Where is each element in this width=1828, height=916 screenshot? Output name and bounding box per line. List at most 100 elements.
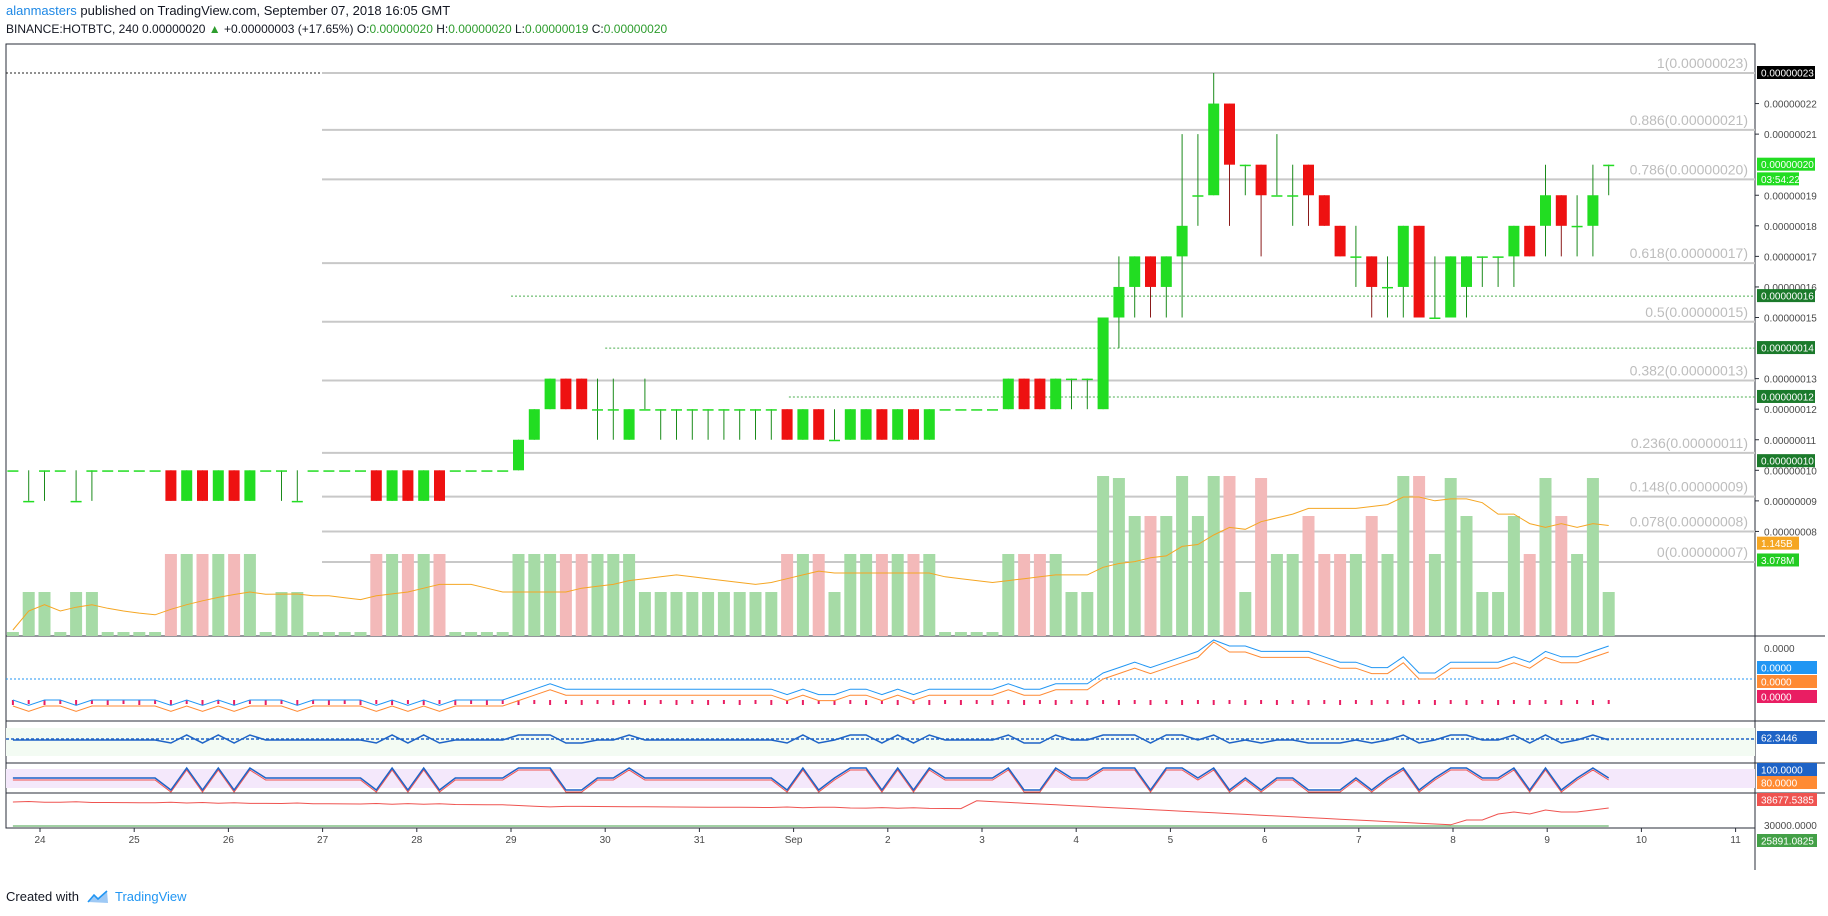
candle-body <box>1492 256 1504 258</box>
time-tick-label: 27 <box>317 835 329 846</box>
indicator-tag-bg <box>1757 690 1817 703</box>
macd-histogram-bar <box>975 700 978 704</box>
candle-body <box>1113 286 1125 318</box>
macd-histogram-bar <box>1591 700 1594 705</box>
tradingview-brand[interactable]: TradingView <box>87 889 187 904</box>
author-link[interactable]: alanmasters <box>6 3 77 18</box>
macd-histogram-bar <box>1607 700 1610 704</box>
price-tag-label: 0.00000020 <box>1761 160 1814 171</box>
price-tag-bg <box>1757 289 1815 303</box>
volume-bar <box>480 632 493 636</box>
volume-bar <box>591 554 604 636</box>
indicator-tag-bg <box>1757 834 1817 847</box>
candle-body <box>1303 164 1314 196</box>
volume-bar <box>1255 478 1268 636</box>
candle-body <box>307 470 319 472</box>
price-tick-label: 0.00000012 <box>1764 405 1817 416</box>
volume-bar <box>1413 476 1426 636</box>
price-tick-label: 0.00000016 <box>1764 283 1817 294</box>
candle-body <box>718 409 730 411</box>
indicator-tag-bg <box>1757 763 1817 776</box>
candle-body <box>892 409 904 440</box>
price-tag-label: 03:54:22 <box>1761 175 1800 186</box>
macd-histogram-bar <box>1560 700 1563 705</box>
candle-body <box>1524 225 1536 257</box>
indicator-tag-label: 38677.5385 <box>1761 796 1814 807</box>
macd-histogram-bar <box>201 700 204 705</box>
volume-bar <box>954 632 967 636</box>
volume-bar <box>212 554 225 636</box>
macd-histogram-bar <box>1307 700 1310 705</box>
macd-histogram-bar <box>138 700 141 705</box>
macd-histogram-bar <box>106 700 109 705</box>
macd-histogram-bar <box>1512 700 1515 704</box>
macd-histogram-bar <box>248 700 251 704</box>
volume-bar <box>970 632 983 636</box>
low-label: L: <box>515 22 526 36</box>
candle-body <box>1587 195 1599 226</box>
volume-bar <box>607 554 620 636</box>
candle-body <box>1255 164 1267 196</box>
symbol-label[interactable]: BINANCE:HOTBTC, 240 <box>6 22 139 36</box>
candle-body <box>781 409 793 440</box>
price-tag-bg <box>1757 157 1815 171</box>
volume-bar <box>702 592 715 636</box>
volume-bar <box>1318 554 1331 636</box>
volume-bar <box>417 554 430 636</box>
macd-histogram-bar <box>1054 700 1057 705</box>
volume-bar <box>1381 554 1394 636</box>
candle-body <box>592 409 603 411</box>
candle-body <box>1571 225 1583 228</box>
candle-body <box>465 470 477 472</box>
macd-histogram-bar <box>59 700 62 704</box>
candle-body <box>797 409 809 440</box>
macd-histogram-bar <box>912 700 915 704</box>
rsi-line <box>12 734 1609 744</box>
macd-histogram-bar <box>485 700 488 705</box>
volume-bar <box>1444 478 1457 636</box>
stoch-k-line <box>12 766 1610 792</box>
volume-bar <box>654 592 667 636</box>
time-tick-label: 31 <box>694 835 706 846</box>
volume-bar <box>812 554 825 636</box>
macd-histogram-bar <box>928 700 931 705</box>
volume-bar <box>1571 554 1584 636</box>
time-tick-label: 29 <box>505 835 517 846</box>
macd-histogram-bar <box>865 700 868 705</box>
price-tick-label: 0.00000018 <box>1764 222 1817 233</box>
macd-histogram-bar <box>596 700 599 704</box>
candle-body <box>7 470 19 472</box>
volume-bar <box>781 554 794 636</box>
macd-histogram-bar <box>1228 700 1231 704</box>
macd-histogram-bar <box>233 700 236 705</box>
volume-bar <box>370 554 383 636</box>
candle-body <box>623 409 635 440</box>
macd-histogram-bar <box>944 700 947 704</box>
time-tick-label: 9 <box>1544 835 1550 846</box>
macd-histogram-bar <box>185 700 188 704</box>
macd-histogram-bar <box>1402 700 1405 705</box>
volume-bar <box>164 554 177 636</box>
volume-bar <box>528 554 541 636</box>
candle-body <box>1397 225 1409 287</box>
fib-level-label: 0.148(0.00000009) <box>1630 479 1748 495</box>
up-arrow-icon: ▲ <box>208 22 221 36</box>
volume-bar <box>1144 516 1157 636</box>
macd-histogram-bar <box>1291 700 1294 704</box>
candle-body <box>133 470 145 472</box>
volume-bar <box>22 592 35 636</box>
time-tick-label: 3 <box>979 835 985 846</box>
candle-body <box>1224 103 1235 165</box>
candle-body <box>1508 225 1520 257</box>
volume-bar <box>338 632 351 636</box>
volume-bar <box>1602 592 1615 636</box>
candle-body <box>1018 378 1030 410</box>
candle-body <box>39 470 50 472</box>
volume-bar <box>6 632 19 636</box>
candle-body <box>876 409 888 440</box>
volume-bar <box>38 592 51 636</box>
open-label: O: <box>356 22 370 36</box>
volume-bar <box>670 592 683 636</box>
macd-histogram-bar <box>1149 700 1152 705</box>
